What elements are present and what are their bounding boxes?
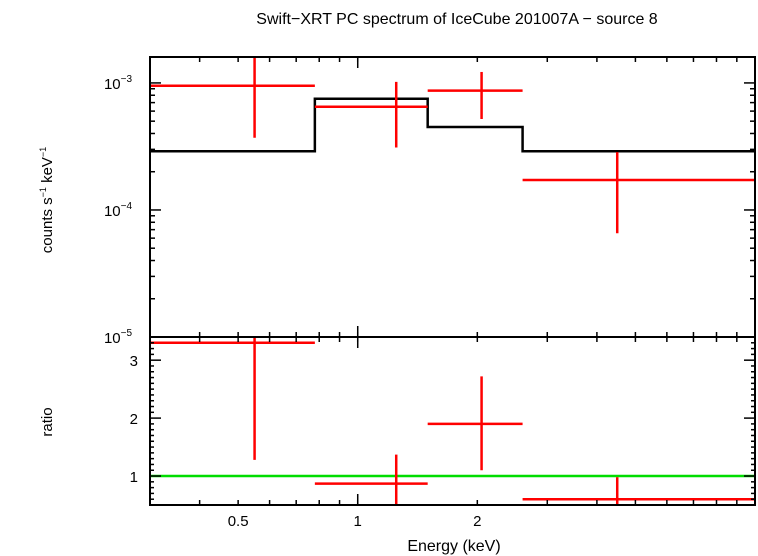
- spectrum-y-tick-label: 10−5: [104, 328, 133, 347]
- ratio-y-tick-label: 3: [130, 353, 138, 370]
- spectrum-panel-frame: [149, 56, 756, 338]
- spectrum-y-tick-label: 10−3: [104, 74, 133, 93]
- x-tick-label: 2: [473, 513, 481, 530]
- ylabel-sup1: −1: [38, 187, 48, 197]
- x-tick-label: 1: [354, 513, 362, 530]
- tick-exponent: −5: [121, 328, 133, 339]
- tick-base: 10: [104, 330, 121, 347]
- tick-base: 10: [104, 76, 121, 93]
- ratio-y-tick-label: 2: [130, 411, 138, 428]
- ylabel-main: counts s: [39, 197, 56, 253]
- x-tick-label: 0.5: [228, 513, 249, 530]
- tick-base: 10: [104, 203, 121, 220]
- model-step-line: [150, 97, 755, 153]
- ratio-y-axis-label: ratio: [39, 407, 56, 436]
- spectrum-y-axis-label: counts s−1 keV−1: [38, 147, 56, 253]
- ylabel-mid: keV: [39, 157, 56, 187]
- tick-exponent: −4: [121, 201, 133, 212]
- ylabel-sup2: −1: [38, 147, 48, 157]
- ratio-panel-frame: [149, 336, 756, 506]
- chart-title: Swift−XRT PC spectrum of IceCube 201007A…: [256, 11, 658, 28]
- tick-exponent: −3: [121, 74, 133, 85]
- spectrum-y-tick-label: 10−4: [104, 201, 133, 220]
- x-axis-label: Energy (keV): [407, 538, 500, 555]
- ratio-y-tick-label: 1: [130, 469, 138, 486]
